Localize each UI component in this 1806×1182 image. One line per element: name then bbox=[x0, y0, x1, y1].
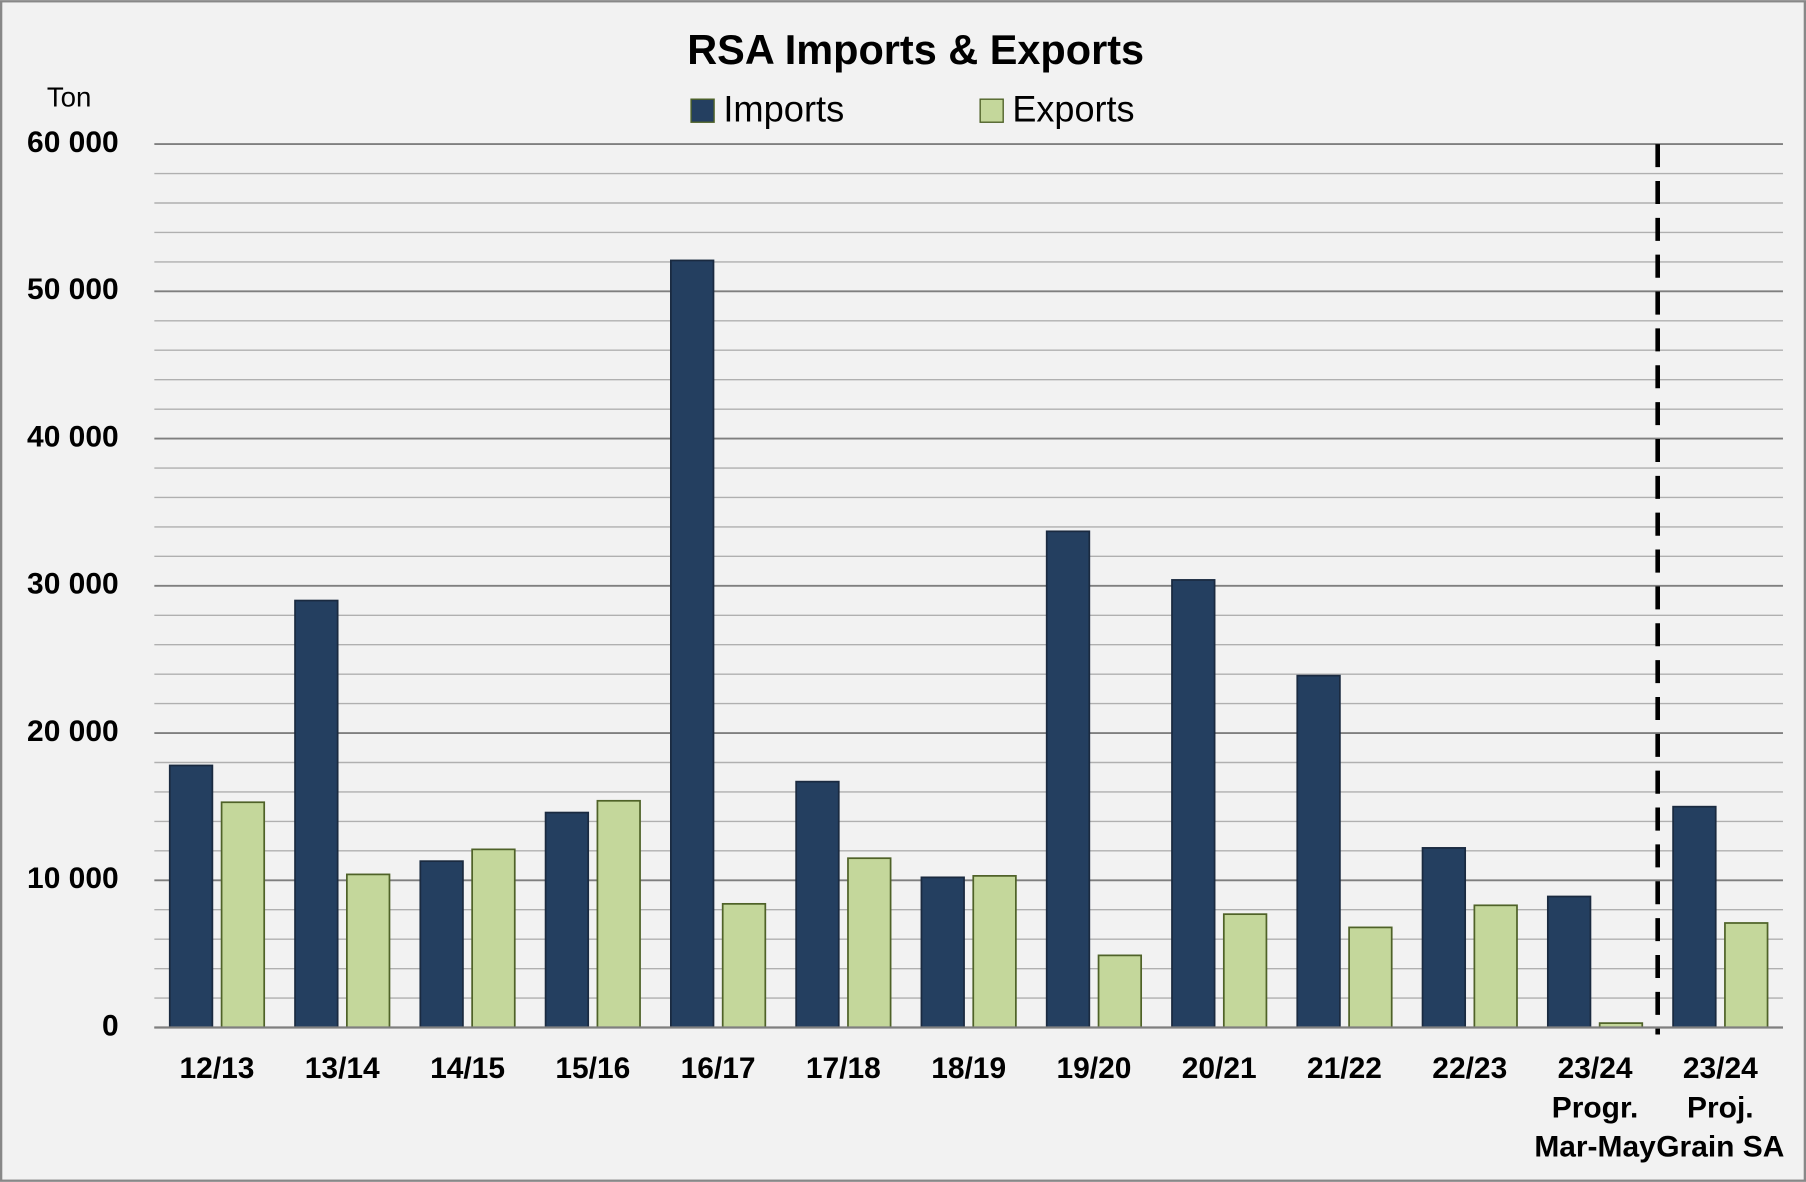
bar bbox=[972, 875, 1017, 1029]
y-tick-label: 30 000 bbox=[27, 568, 119, 601]
x-tick-label: 23/24 Progr. Mar-May bbox=[1534, 1052, 1656, 1163]
x-tick-label-line: 15/16 bbox=[555, 1052, 630, 1085]
x-tick-label-line: Progr. bbox=[1552, 1091, 1639, 1124]
bar bbox=[1724, 922, 1769, 1029]
legend-swatch bbox=[690, 98, 715, 123]
bar bbox=[1421, 847, 1467, 1029]
x-tick-label: 20/21 bbox=[1182, 1052, 1257, 1085]
y-tick-label: 20 000 bbox=[27, 715, 119, 748]
bar bbox=[920, 876, 965, 1029]
y-tick-label: 50 000 bbox=[27, 273, 119, 306]
bar bbox=[1672, 805, 1717, 1029]
x-tick-label-line: 20/21 bbox=[1182, 1052, 1257, 1085]
x-tick-label: 16/17 bbox=[681, 1052, 756, 1085]
bar bbox=[544, 811, 590, 1029]
x-tick-label: 15/16 bbox=[555, 1052, 630, 1085]
bar bbox=[847, 857, 892, 1029]
x-tick-label: 19/20 bbox=[1056, 1052, 1131, 1085]
x-tick-label: 23/24 Proj. Grain SA bbox=[1656, 1052, 1784, 1163]
bar bbox=[294, 599, 339, 1029]
bar bbox=[419, 860, 464, 1029]
bar bbox=[1171, 579, 1216, 1029]
bar bbox=[596, 799, 641, 1029]
bar bbox=[670, 259, 715, 1029]
x-tick-label-line: 13/14 bbox=[305, 1052, 380, 1085]
x-tick-label-line: 16/17 bbox=[681, 1052, 756, 1085]
y-tick-label: 10 000 bbox=[27, 862, 119, 895]
y-axis-label: Ton bbox=[47, 81, 92, 112]
x-tick-label-line: 17/18 bbox=[806, 1052, 881, 1085]
bar bbox=[1097, 954, 1143, 1029]
bar bbox=[1348, 926, 1393, 1029]
y-tick-label: 0 bbox=[102, 1009, 119, 1042]
legend-label: Imports bbox=[723, 89, 844, 130]
x-tick-label-line: 14/15 bbox=[430, 1052, 505, 1085]
x-tick-label: 22/23 bbox=[1432, 1052, 1507, 1085]
legend-label: Exports bbox=[1012, 89, 1134, 130]
bar bbox=[1045, 530, 1091, 1029]
bar bbox=[721, 902, 767, 1029]
bar bbox=[1546, 895, 1592, 1029]
bar bbox=[168, 764, 214, 1029]
x-tick-label-line: Mar-May bbox=[1534, 1130, 1656, 1163]
x-tick-label: 12/13 bbox=[180, 1052, 255, 1085]
bar bbox=[795, 780, 840, 1029]
x-tick-label: 18/19 bbox=[931, 1052, 1006, 1085]
chart-title: RSA Imports & Exports bbox=[687, 26, 1144, 73]
legend-swatch bbox=[979, 98, 1004, 123]
bar bbox=[1296, 674, 1341, 1029]
x-tick-label-line: 21/22 bbox=[1307, 1052, 1382, 1085]
x-tick-label-line: 19/20 bbox=[1056, 1052, 1131, 1085]
x-tick-label-line: Grain SA bbox=[1656, 1130, 1784, 1163]
bar bbox=[1222, 913, 1268, 1029]
bar bbox=[1473, 904, 1518, 1029]
bar bbox=[220, 801, 266, 1029]
y-tick-label: 60 000 bbox=[27, 126, 119, 159]
y-tick-label: 40 000 bbox=[27, 420, 119, 453]
x-tick-label: 13/14 bbox=[305, 1052, 380, 1085]
x-tick-label-line: 12/13 bbox=[180, 1052, 255, 1085]
bar bbox=[346, 873, 391, 1029]
x-tick-label: 14/15 bbox=[430, 1052, 505, 1085]
x-tick-label-line: 18/19 bbox=[931, 1052, 1006, 1085]
bar bbox=[471, 848, 516, 1029]
x-tick-label-line: 22/23 bbox=[1432, 1052, 1507, 1085]
x-tick-label: 21/22 bbox=[1307, 1052, 1382, 1085]
x-tick-label-line: 23/24 bbox=[1558, 1052, 1633, 1085]
x-tick-label-line: 23/24 bbox=[1683, 1052, 1758, 1085]
x-tick-label: 17/18 bbox=[806, 1052, 881, 1085]
x-tick-label-line: Proj. bbox=[1687, 1091, 1754, 1124]
